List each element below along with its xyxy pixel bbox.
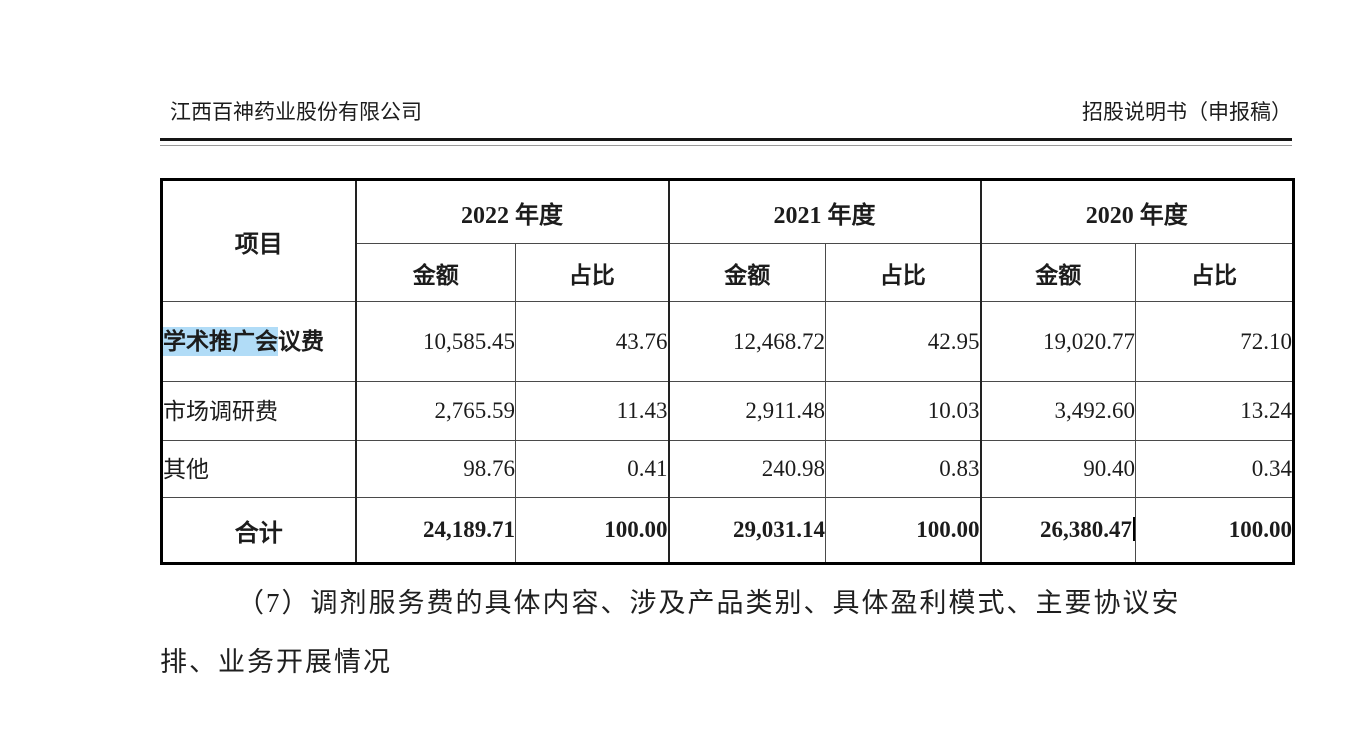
text-cursor [1133, 517, 1135, 541]
row-label-total[interactable]: 合计 [161, 497, 356, 564]
col-header-ratio-2022[interactable]: 占比 [515, 243, 669, 302]
company-name[interactable]: 江西百神药业股份有限公司 [170, 100, 422, 124]
cell-ratio-2022[interactable]: 100.00 [515, 497, 669, 564]
cell-amount-2021[interactable]: 12,468.72 [667, 301, 826, 382]
doc-type-label[interactable]: 招股说明书（申报稿） [1082, 100, 1292, 124]
cell-amount-2020[interactable]: 3,492.60 [979, 381, 1136, 441]
table-row-total: 合计 24,189.71 100.00 29,031.14 100.00 26,… [161, 497, 1294, 564]
table-row-academic-promotion: 学术推广会议费 10,585.45 43.76 12,468.72 42.95 … [161, 301, 1294, 382]
cell-ratio-2020[interactable]: 13.24 [1135, 381, 1294, 441]
cell-amount-2021[interactable]: 2,911.48 [667, 381, 826, 441]
cell-amount-2022[interactable]: 98.76 [354, 440, 516, 498]
col-header-item[interactable]: 项目 [161, 179, 356, 302]
page-header: 江西百神药业股份有限公司 招股说明书（申报稿） [160, 98, 1292, 141]
row-label-other[interactable]: 其他 [161, 440, 356, 498]
cell-ratio-2022[interactable]: 43.76 [515, 301, 669, 382]
col-header-year-2022[interactable]: 2022 年度 [354, 179, 669, 244]
col-header-ratio-2021[interactable]: 占比 [825, 243, 981, 302]
expense-table[interactable]: 项目 2022 年度 2021 年度 2020 年度 金额 占比 金额 占比 金… [160, 178, 1295, 565]
text-selection-highlight: 学术推广会 [163, 327, 278, 356]
cell-amount-2022[interactable]: 2,765.59 [354, 381, 516, 441]
cell-amount-2021[interactable]: 240.98 [667, 440, 826, 498]
col-header-ratio-2020[interactable]: 占比 [1135, 243, 1294, 302]
cell-ratio-2021[interactable]: 42.95 [825, 301, 981, 382]
cell-ratio-2020[interactable]: 100.00 [1135, 497, 1294, 564]
cell-amount-2022[interactable]: 24,189.71 [354, 497, 516, 564]
col-header-year-2020[interactable]: 2020 年度 [979, 179, 1294, 244]
cell-ratio-2020[interactable]: 0.34 [1135, 440, 1294, 498]
cell-ratio-2022[interactable]: 11.43 [515, 381, 669, 441]
header-rule [160, 145, 1292, 146]
cell-amount-2022[interactable]: 10,585.45 [354, 301, 516, 382]
body-paragraph[interactable]: （7）调剂服务费的具体内容、涉及产品类别、具体盈利模式、主要协议安 排、业务开展… [160, 574, 1300, 692]
cell-ratio-2022[interactable]: 0.41 [515, 440, 669, 498]
cell-amount-2020[interactable]: 26,380.47 [979, 497, 1136, 564]
col-header-amount-2021[interactable]: 金额 [667, 243, 826, 302]
col-header-amount-2020[interactable]: 金额 [979, 243, 1136, 302]
cell-amount-2021[interactable]: 29,031.14 [667, 497, 826, 564]
cell-amount-2020[interactable]: 19,020.77 [979, 301, 1136, 382]
body-paragraph-line-1[interactable]: （7）调剂服务费的具体内容、涉及产品类别、具体盈利模式、主要协议安 [237, 588, 1181, 618]
cell-ratio-2021[interactable]: 0.83 [825, 440, 981, 498]
col-header-amount-2022[interactable]: 金额 [354, 243, 516, 302]
cell-ratio-2021[interactable]: 100.00 [825, 497, 981, 564]
row-label-academic-promotion[interactable]: 学术推广会议费 [161, 301, 356, 382]
table-row-market-research: 市场调研费 2,765.59 11.43 2,911.48 10.03 3,49… [161, 381, 1294, 441]
table-row-other: 其他 98.76 0.41 240.98 0.83 90.40 0.34 [161, 440, 1294, 498]
cell-ratio-2020[interactable]: 72.10 [1135, 301, 1294, 382]
row-label-market-research[interactable]: 市场调研费 [161, 381, 356, 441]
body-paragraph-line-2[interactable]: 排、业务开展情况 [160, 647, 392, 677]
cell-amount-2020[interactable]: 90.40 [979, 440, 1136, 498]
col-header-year-2021[interactable]: 2021 年度 [667, 179, 981, 244]
cell-ratio-2021[interactable]: 10.03 [825, 381, 981, 441]
header-row-years: 项目 2022 年度 2021 年度 2020 年度 [161, 179, 1294, 302]
